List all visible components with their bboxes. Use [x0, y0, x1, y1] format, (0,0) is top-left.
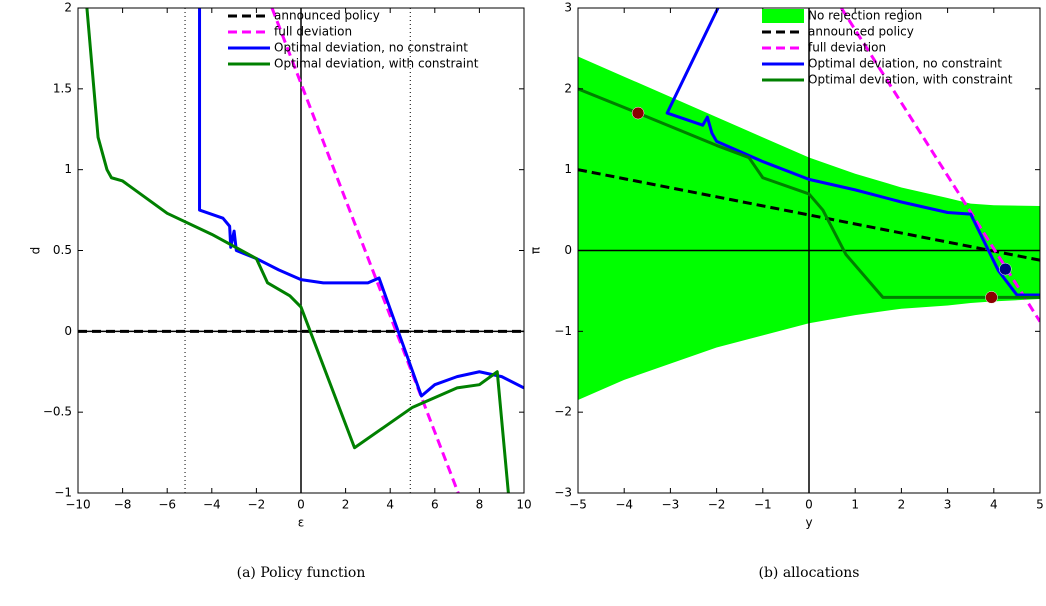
y-tick-label: 0: [64, 324, 72, 338]
y-tick-label: 3: [564, 1, 572, 15]
y-tick-label: 0: [564, 243, 572, 257]
marker: [631, 106, 645, 120]
line: [578, 168, 1040, 262]
y-tick-label: −0.5: [43, 405, 72, 419]
plot-area: [578, 8, 1040, 493]
x-tick-label: 8: [476, 498, 484, 512]
subplot: −5 −4 −3 −2 −1 0 1 2 3 4 5 −3 −2 −1 0 1 2 3 y π (b) allocati…: [529, 1, 1044, 582]
x-tick-label: 5: [1036, 498, 1044, 512]
y-tick-label: 1: [64, 162, 72, 176]
x-tick-label: −4: [203, 498, 221, 512]
x-tick-label: 0: [805, 498, 813, 512]
x-tick-label: −8: [114, 498, 132, 512]
line: [578, 87, 1040, 299]
caption: (a) Policy function: [237, 565, 366, 581]
legend-label: Optimal deviation, with constraint: [808, 73, 1013, 87]
line: [270, 8, 460, 493]
x-tick-label: 10: [516, 498, 531, 512]
legend-label: Optimal deviation, no constraint: [808, 57, 1002, 71]
legend-label: No rejection region: [808, 9, 922, 23]
y-tick-label: 0.5: [53, 243, 72, 257]
x-axis-label: y: [805, 516, 812, 530]
subplot: −10 −8 −6 −4 −2 0 2 4 6 8 10 −1 −0.5 0 0.5 1 1.5 2 ε d (a) P…: [29, 1, 532, 582]
y-tick-label: 2: [64, 1, 72, 15]
x-tick-label: −2: [248, 498, 266, 512]
legend: No rejection region announced policy full …: [762, 9, 1013, 87]
x-tick-label: −10: [65, 498, 90, 512]
legend-label: full deviation: [808, 41, 886, 55]
line: [85, 8, 510, 493]
x-tick-label: 4: [386, 498, 394, 512]
y-tick-label: 2: [564, 81, 572, 95]
x-tick-label: −2: [708, 498, 726, 512]
y-tick-label: −1: [554, 324, 572, 338]
marker: [985, 291, 998, 304]
y-tick-label: 1: [564, 162, 572, 176]
legend: announced policy full deviation Optimal de…: [228, 9, 479, 71]
x-tick-label: 0: [297, 498, 305, 512]
legend-swatch: [762, 9, 804, 23]
x-tick-label: −4: [615, 498, 633, 512]
x-tick-label: 4: [990, 498, 998, 512]
y-axis-label: π: [529, 247, 543, 254]
x-tick-label: −3: [662, 498, 680, 512]
legend-label: announced policy: [808, 25, 914, 39]
x-tick-label: 6: [431, 498, 439, 512]
y-tick-label: −3: [554, 486, 572, 500]
y-tick-label: −2: [554, 405, 572, 419]
marker: [999, 262, 1012, 276]
x-tick-label: 2: [898, 498, 906, 512]
plot-area: [78, 8, 524, 493]
y-tick-label: −1: [54, 486, 72, 500]
x-tick-label: −1: [754, 498, 772, 512]
y-axis-label: d: [29, 247, 43, 255]
caption: (b) allocations: [759, 565, 860, 581]
y-tick-label: 1.5: [53, 81, 72, 95]
x-tick-label: 1: [851, 498, 859, 512]
line: [665, 8, 1040, 297]
legend-label: announced policy: [274, 9, 380, 23]
x-tick-label: −5: [569, 498, 587, 512]
legend-label: Optimal deviation, no constraint: [274, 41, 468, 55]
line: [198, 8, 524, 398]
legend-label: Optimal deviation, with constraint: [274, 57, 479, 71]
legend-label: full deviation: [274, 25, 352, 39]
x-axis-label: ε: [298, 516, 305, 530]
x-tick-label: −6: [158, 498, 176, 512]
x-tick-label: 2: [342, 498, 350, 512]
x-tick-label: 3: [944, 498, 952, 512]
